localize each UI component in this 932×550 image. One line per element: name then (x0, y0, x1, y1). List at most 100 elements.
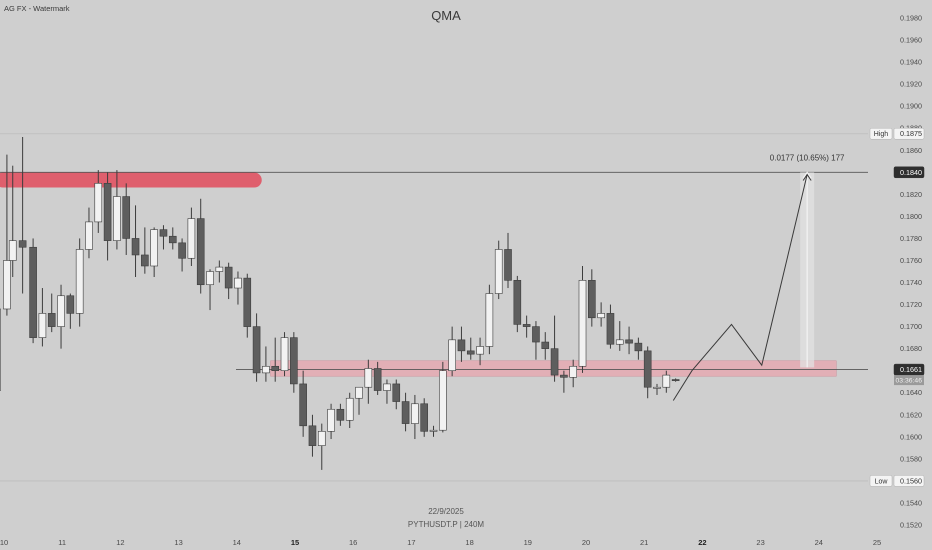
candle[interactable] (569, 359, 577, 388)
price-tag-value: 0.1560 (900, 476, 922, 485)
candle[interactable] (671, 378, 680, 382)
candle[interactable] (113, 170, 121, 250)
candle-body-up (3, 260, 11, 310)
candle[interactable] (327, 403, 335, 440)
time-axis[interactable]: 10 11 12 13 14 15 16 17 18 19 20 21 22 23 24 25 (0, 538, 881, 547)
candle[interactable] (643, 346, 652, 399)
y-tick-label: 0.1520 (900, 521, 922, 530)
watermark-label: AG FX - Watermark (4, 4, 70, 13)
candle[interactable] (345, 392, 354, 429)
candle[interactable] (541, 332, 550, 360)
candle[interactable] (290, 332, 298, 393)
candle[interactable] (550, 315, 559, 382)
candle[interactable] (606, 304, 615, 349)
candle[interactable] (29, 238, 37, 344)
x-tick-label: 22 (698, 538, 706, 547)
candle[interactable] (439, 361, 447, 433)
candle[interactable] (196, 198, 205, 294)
candle[interactable] (615, 321, 624, 351)
candle[interactable] (178, 238, 186, 272)
candle[interactable] (141, 227, 149, 274)
candle[interactable] (448, 326, 456, 377)
candle[interactable] (234, 271, 242, 305)
candle[interactable] (485, 284, 494, 355)
candle-body-down (392, 383, 401, 402)
candle[interactable] (150, 227, 158, 278)
measure-tool[interactable]: 0.0177 (10.65%) 177 (770, 153, 845, 368)
candle-body-down (308, 425, 317, 446)
candle-body-up (383, 383, 391, 391)
candle[interactable] (280, 332, 289, 377)
candle[interactable] (3, 154, 11, 316)
candle-body-down (252, 326, 261, 374)
candle-body-down (168, 235, 177, 244)
candle[interactable] (47, 293, 56, 333)
candle[interactable] (578, 265, 587, 373)
candle[interactable] (224, 262, 233, 300)
candle[interactable] (522, 315, 531, 338)
candle[interactable] (66, 293, 75, 329)
candle[interactable] (299, 370, 307, 437)
candle[interactable] (252, 313, 261, 382)
candle[interactable] (94, 170, 103, 233)
candle[interactable] (560, 370, 568, 393)
projection-path[interactable] (672, 174, 808, 401)
y-tick-label: 0.1960 (900, 36, 922, 45)
candle[interactable] (625, 326, 633, 355)
candle[interactable] (131, 205, 140, 278)
candle[interactable] (457, 326, 466, 362)
candle[interactable] (401, 392, 410, 432)
candle[interactable] (308, 414, 317, 457)
candle[interactable] (75, 238, 84, 327)
candle[interactable] (262, 346, 270, 382)
candle[interactable] (85, 207, 93, 259)
candle[interactable] (504, 232, 512, 289)
candle[interactable] (392, 379, 401, 410)
candle[interactable] (159, 225, 168, 250)
candle[interactable] (18, 137, 27, 294)
projection-path-layer[interactable] (672, 173, 812, 401)
candle[interactable] (411, 394, 419, 440)
candle[interactable] (206, 269, 214, 311)
candle[interactable] (494, 240, 503, 300)
candle[interactable] (355, 386, 363, 415)
candle[interactable] (429, 425, 438, 437)
candle-body-up (615, 339, 624, 345)
candle[interactable] (215, 260, 224, 283)
candle[interactable] (662, 370, 671, 393)
price-tag-value-box (893, 166, 925, 179)
candle[interactable] (317, 423, 326, 470)
candle[interactable] (103, 172, 112, 261)
candle[interactable] (336, 403, 345, 426)
candle-body-down (122, 196, 131, 239)
price-tag-value-box (893, 127, 925, 140)
candle[interactable] (634, 337, 643, 360)
candle[interactable] (588, 269, 596, 327)
candle[interactable] (8, 165, 17, 278)
candle[interactable] (0, 305, 1, 398)
candle[interactable] (57, 284, 65, 349)
candle[interactable] (187, 207, 196, 266)
candle[interactable] (373, 361, 382, 395)
candle[interactable] (476, 337, 484, 366)
candle-body-up (113, 196, 121, 241)
candle[interactable] (364, 359, 373, 404)
candle[interactable] (513, 275, 522, 333)
price-tag: High 0.1875 (869, 127, 925, 140)
candle[interactable] (243, 273, 252, 338)
candle[interactable] (597, 302, 605, 327)
y-tick-label: 0.1540 (900, 498, 922, 507)
candle[interactable] (466, 337, 475, 360)
candle-body-up (662, 374, 671, 388)
candle[interactable] (168, 227, 177, 250)
candle[interactable] (271, 337, 280, 382)
candle[interactable] (38, 288, 47, 347)
candle[interactable] (122, 183, 131, 255)
candle[interactable] (653, 383, 661, 395)
candle[interactable] (383, 379, 391, 404)
candle[interactable] (420, 398, 429, 437)
candle[interactable] (532, 321, 540, 360)
candle-body-up (280, 337, 289, 371)
